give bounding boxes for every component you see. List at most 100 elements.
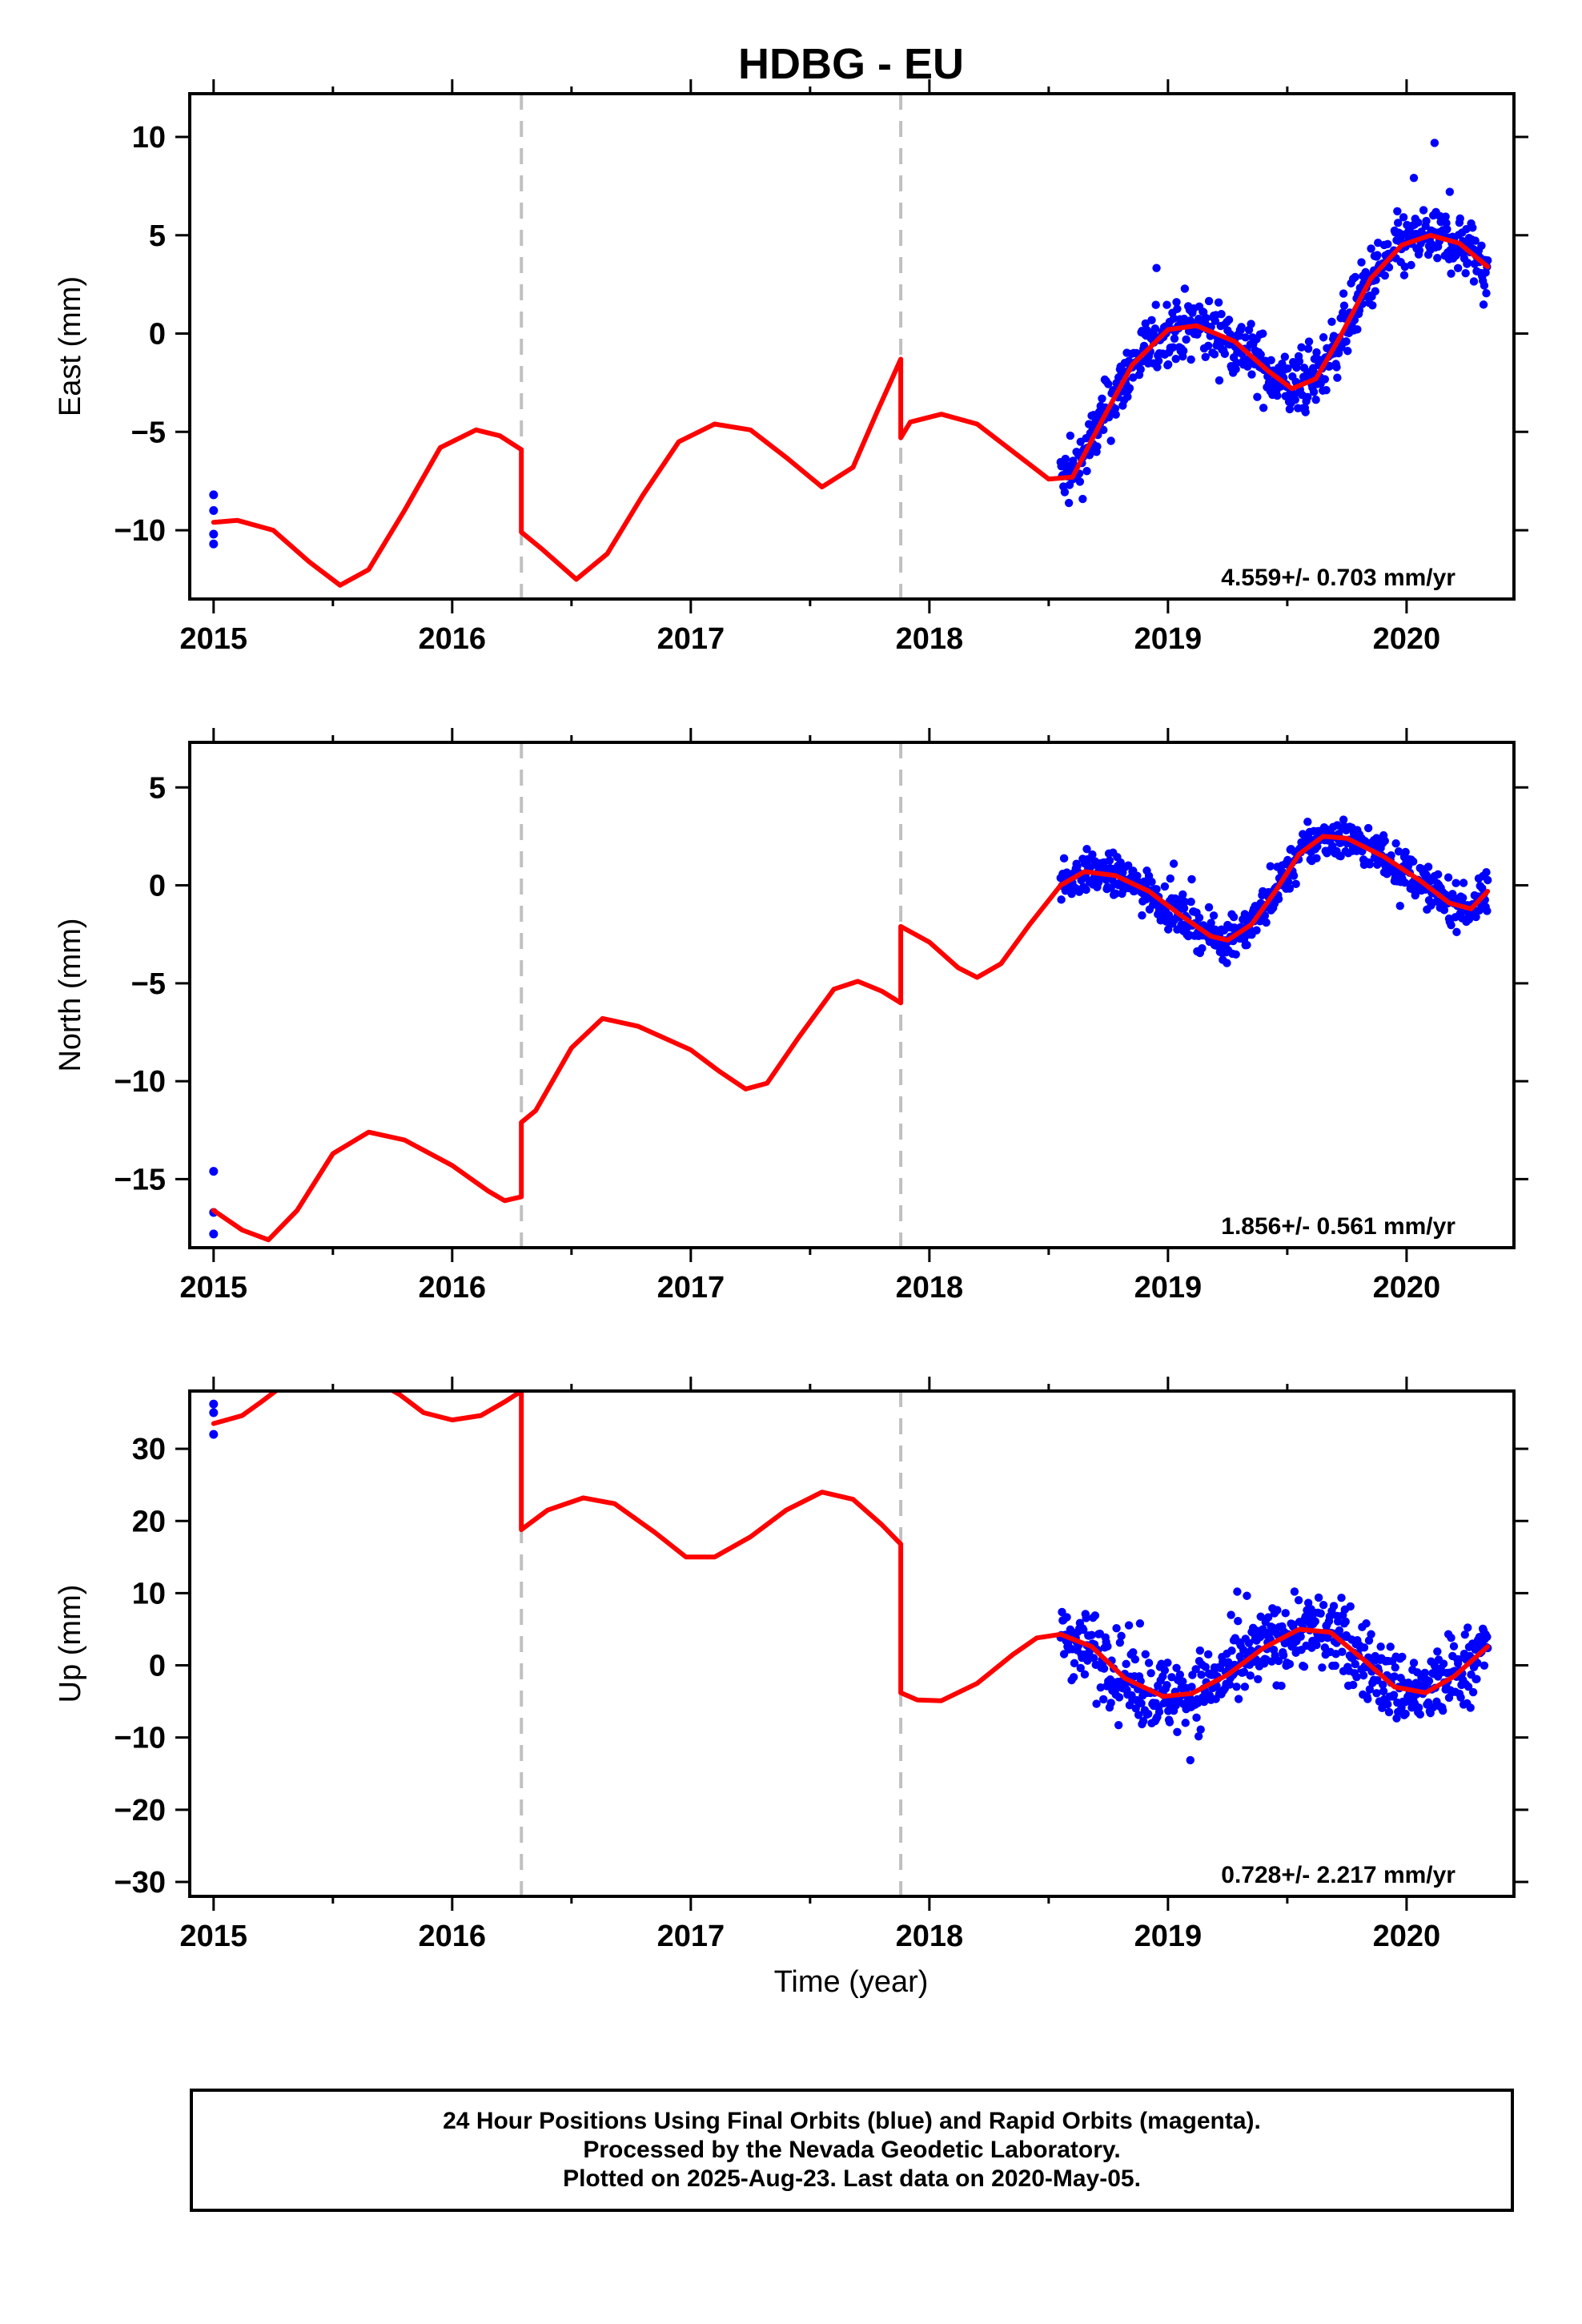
data-point [1082, 1614, 1090, 1622]
y-tick-label: −5 [131, 416, 166, 449]
plot-area [209, 139, 1492, 588]
data-point [1267, 1657, 1276, 1666]
data-point [1472, 1675, 1481, 1683]
data-point [1296, 1632, 1305, 1641]
data-point [1259, 404, 1268, 412]
data-point [1443, 873, 1453, 882]
y-tick-label: 10 [132, 121, 166, 155]
data-point [1194, 1699, 1203, 1707]
x-tick-label: 2018 [896, 1920, 964, 1953]
data-point [1114, 1720, 1123, 1730]
data-point [1409, 1659, 1419, 1667]
data-point [1087, 1630, 1096, 1639]
x-tick-label: 2017 [657, 1271, 725, 1305]
x-tick-label: 2019 [1134, 622, 1203, 656]
data-point [1319, 333, 1328, 342]
data-point [1380, 271, 1390, 280]
data-point [1372, 1689, 1381, 1698]
data-point [1194, 1731, 1203, 1741]
data-point [1130, 1655, 1140, 1664]
data-point [1111, 410, 1120, 419]
data-point-early [209, 490, 219, 500]
data-point [1359, 1643, 1369, 1652]
data-point [1209, 911, 1219, 920]
data-point [1337, 1593, 1346, 1602]
data-point [1346, 1602, 1355, 1611]
x-tick-label: 2020 [1373, 1920, 1441, 1953]
data-point [1439, 1706, 1447, 1715]
data-point [1060, 488, 1070, 497]
y-tick-label: −10 [114, 1722, 166, 1755]
data-point [1348, 1680, 1358, 1690]
data-point [1115, 1638, 1125, 1647]
data-point [1433, 254, 1442, 263]
data-point [1384, 1707, 1394, 1717]
data-point [1439, 1659, 1448, 1668]
y-tick-label: 30 [132, 1433, 166, 1466]
data-point [1373, 251, 1382, 259]
data-point [1231, 364, 1240, 374]
data-point [1303, 818, 1312, 826]
data-point [1256, 1612, 1265, 1621]
data-point [1279, 1651, 1288, 1660]
data-point [1472, 912, 1480, 922]
data-point [1144, 1709, 1153, 1719]
data-point [1394, 847, 1403, 856]
data-point [1186, 1755, 1195, 1765]
y-axis-label: East (mm) [54, 276, 87, 416]
data-point [1124, 861, 1133, 870]
data-point [1096, 1683, 1105, 1692]
data-point [1363, 823, 1373, 833]
data-point [1367, 244, 1375, 253]
data-point [1389, 1691, 1399, 1699]
data-point [1312, 1640, 1321, 1650]
data-point [1295, 356, 1304, 366]
data-point-early [209, 1408, 219, 1417]
data-point [1447, 1634, 1456, 1642]
data-point [1318, 1663, 1327, 1672]
data-point [1217, 309, 1226, 319]
data-point [1447, 921, 1456, 930]
data-point [1198, 943, 1207, 953]
data-point [1150, 324, 1160, 333]
y-tick-label: 20 [132, 1505, 166, 1538]
y-tick-label: −20 [114, 1794, 166, 1827]
data-point [1153, 363, 1162, 372]
x-tick-label: 2015 [180, 622, 248, 656]
data-point [1098, 1695, 1108, 1704]
data-point [1098, 425, 1108, 435]
data-point [1274, 895, 1283, 903]
data-point [1152, 885, 1161, 894]
y-tick-label: 0 [149, 870, 166, 903]
data-point [1066, 431, 1075, 440]
data-point [1162, 1680, 1171, 1690]
data-point [1274, 1656, 1283, 1666]
data-point [1419, 206, 1428, 215]
data-point [1393, 207, 1402, 216]
x-tick-label: 2017 [657, 1920, 725, 1953]
model-curve [211, 834, 1491, 1243]
data-point [1285, 1659, 1295, 1669]
data-point [1469, 277, 1479, 286]
data-point [1129, 1648, 1138, 1657]
data-point [1456, 1693, 1465, 1702]
data-point [1341, 1617, 1350, 1626]
data-point [1254, 1675, 1263, 1683]
y-axis-label: Up (mm) [54, 1585, 87, 1703]
data-point [1165, 1718, 1174, 1727]
data-point [1482, 867, 1491, 877]
data-point [1178, 1677, 1187, 1686]
data-point [1138, 911, 1146, 920]
data-point [1224, 316, 1234, 324]
data-point [1303, 344, 1313, 353]
gps-time-series-figure: HDBG - EU 2015 2016 2017 2018 2019 2020 10 5 0 −5… [54, 40, 1528, 1999]
data-point [1169, 343, 1178, 352]
data-point [1084, 420, 1094, 428]
data-point [1303, 1598, 1313, 1607]
data-point-early [209, 1229, 219, 1239]
data-point [1195, 1646, 1205, 1655]
data-point [1423, 862, 1433, 871]
data-point [1473, 1659, 1482, 1667]
data-point [1386, 1642, 1395, 1651]
data-point [1376, 1642, 1385, 1651]
